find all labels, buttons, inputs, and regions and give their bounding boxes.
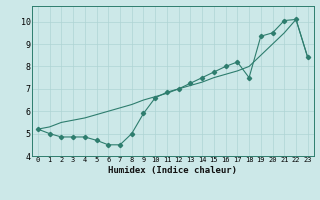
X-axis label: Humidex (Indice chaleur): Humidex (Indice chaleur) <box>108 166 237 175</box>
